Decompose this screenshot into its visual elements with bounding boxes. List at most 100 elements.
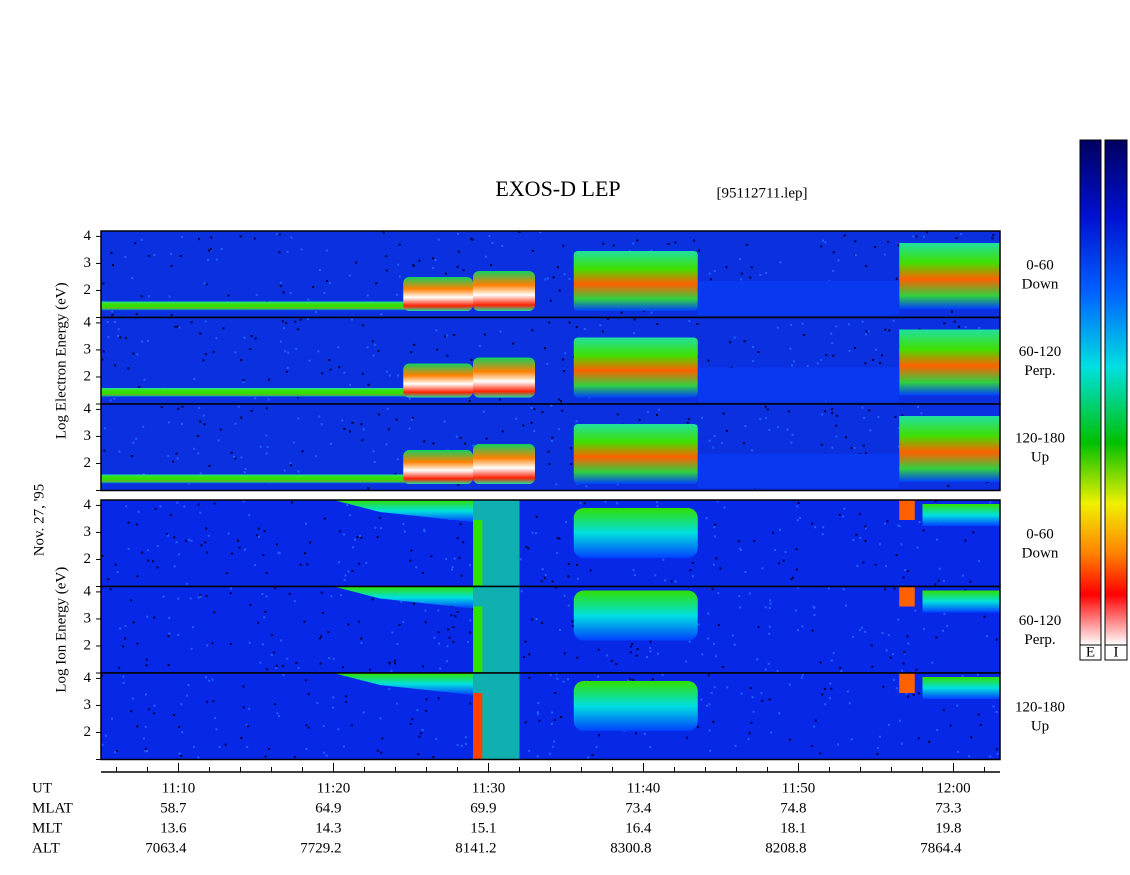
y-tick-label: 2 xyxy=(84,368,92,384)
noise xyxy=(547,450,550,453)
noise xyxy=(546,277,549,280)
noise xyxy=(686,421,689,424)
noise xyxy=(358,534,361,537)
noise xyxy=(843,507,846,510)
noise xyxy=(167,421,170,424)
noise xyxy=(160,406,163,409)
noise xyxy=(632,242,635,245)
noise xyxy=(859,629,862,632)
noise xyxy=(887,634,890,637)
noise xyxy=(563,370,566,373)
noise xyxy=(892,678,895,681)
noise xyxy=(900,742,903,745)
x-tick-label: 11:40 xyxy=(627,780,661,796)
noise xyxy=(567,562,570,565)
noise xyxy=(397,263,400,266)
noise xyxy=(564,521,567,524)
noise xyxy=(325,754,328,757)
noise xyxy=(356,536,359,539)
noise xyxy=(989,755,992,758)
noise xyxy=(398,624,401,627)
noise xyxy=(351,318,354,321)
noise xyxy=(491,241,494,244)
noise xyxy=(576,577,579,580)
noise xyxy=(172,460,175,463)
noise xyxy=(541,568,544,571)
noise xyxy=(604,500,607,503)
noise xyxy=(270,653,273,656)
noise xyxy=(362,711,365,714)
noise xyxy=(931,661,934,664)
noise xyxy=(137,510,140,513)
noise xyxy=(764,417,767,420)
noise xyxy=(900,669,903,672)
noise xyxy=(395,418,398,421)
noise xyxy=(351,421,354,424)
panel-background xyxy=(101,500,1000,587)
noise xyxy=(550,722,553,725)
noise xyxy=(202,414,205,417)
noise xyxy=(455,435,458,438)
noise xyxy=(355,261,358,264)
noise xyxy=(544,574,547,577)
noise xyxy=(185,582,188,585)
noise xyxy=(555,483,558,486)
noise xyxy=(844,604,847,607)
noise xyxy=(143,378,146,381)
noise xyxy=(856,564,859,567)
noise xyxy=(323,291,326,294)
noise xyxy=(571,624,574,627)
noise xyxy=(308,359,311,362)
noise xyxy=(190,647,193,650)
noise xyxy=(663,579,666,582)
noise xyxy=(246,725,249,728)
noise xyxy=(512,342,515,345)
noise xyxy=(203,423,206,426)
noise xyxy=(501,430,504,433)
noise xyxy=(737,540,740,543)
noise xyxy=(360,641,363,644)
y-tick-label: 2 xyxy=(84,282,92,298)
noise xyxy=(377,350,380,353)
noise xyxy=(261,643,264,646)
noise xyxy=(977,713,980,716)
noise xyxy=(118,450,121,453)
noise xyxy=(242,685,245,688)
noise xyxy=(591,753,594,756)
noise xyxy=(330,595,333,598)
noise xyxy=(864,362,867,365)
noise xyxy=(306,563,309,566)
noise xyxy=(278,552,281,555)
noise xyxy=(876,752,879,755)
noise xyxy=(451,566,454,569)
noise xyxy=(101,743,104,746)
noise xyxy=(131,455,134,458)
noise xyxy=(935,538,938,541)
noise xyxy=(282,291,285,294)
noise xyxy=(535,532,538,535)
noise xyxy=(432,257,435,260)
noise xyxy=(632,569,635,572)
noise xyxy=(167,664,170,667)
noise xyxy=(248,514,251,517)
noise xyxy=(587,756,590,759)
noise xyxy=(136,725,139,728)
noise xyxy=(707,612,710,615)
noise xyxy=(116,334,119,337)
noise xyxy=(606,654,609,657)
noise xyxy=(436,348,439,351)
panel-angle: 60-120 xyxy=(1019,344,1062,360)
noise xyxy=(279,284,282,287)
noise xyxy=(821,413,824,416)
noise xyxy=(750,266,753,269)
noise xyxy=(531,531,534,534)
noise xyxy=(567,575,570,578)
noise xyxy=(768,428,771,431)
noise xyxy=(456,537,459,540)
noise xyxy=(122,675,125,678)
noise xyxy=(361,372,364,375)
noise xyxy=(297,470,300,473)
noise xyxy=(177,407,180,410)
noise xyxy=(858,513,861,516)
noise xyxy=(790,323,793,326)
